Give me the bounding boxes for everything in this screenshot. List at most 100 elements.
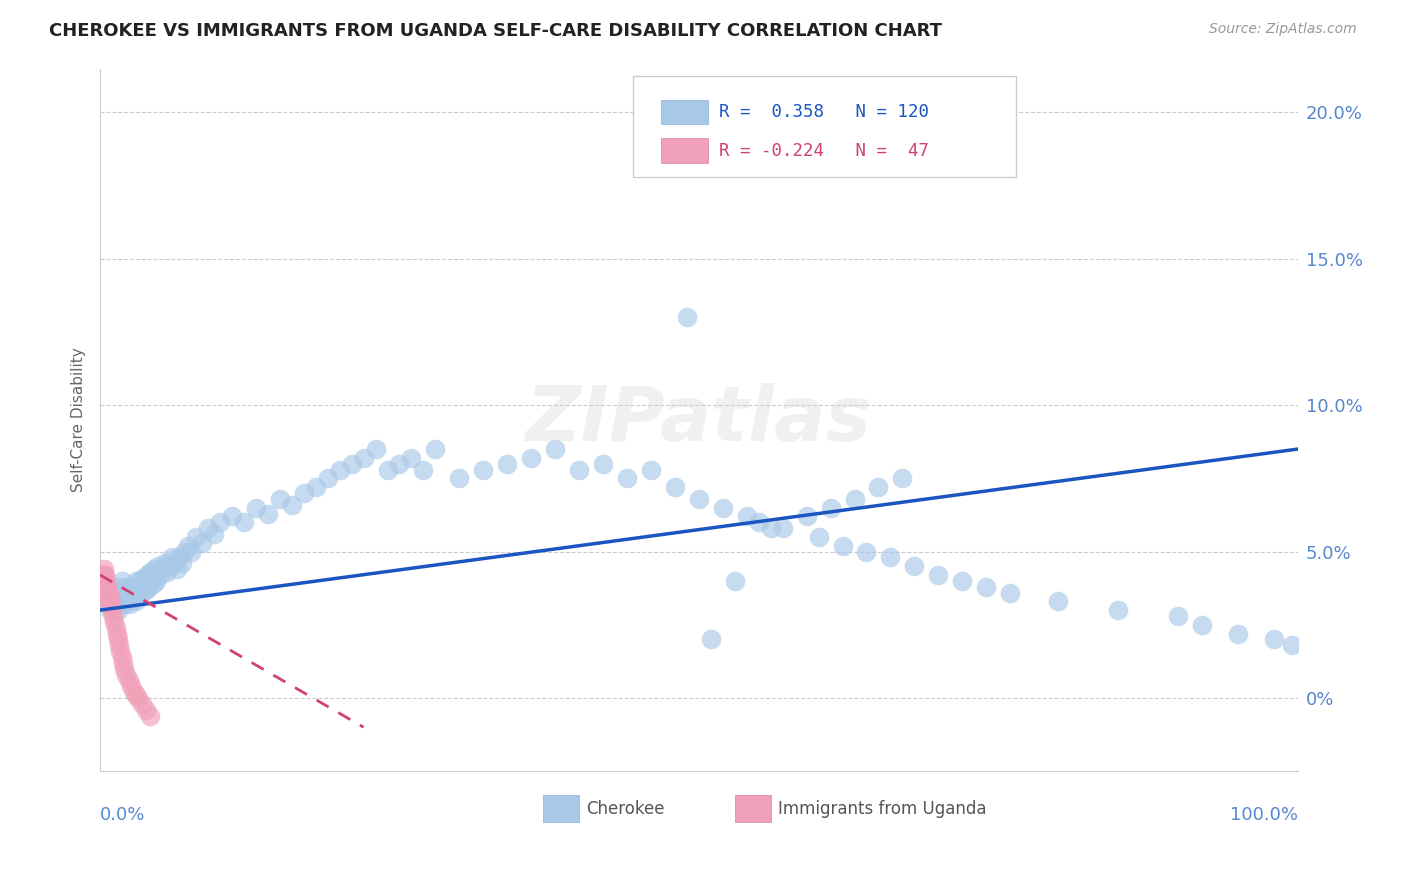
Point xyxy=(94,585,117,599)
Point xyxy=(100,597,122,611)
Point xyxy=(120,580,142,594)
Point xyxy=(143,562,166,576)
Point xyxy=(145,574,167,588)
Point xyxy=(142,576,165,591)
Point xyxy=(105,626,128,640)
Point xyxy=(125,574,148,588)
Point xyxy=(112,580,135,594)
Point xyxy=(134,576,156,591)
Point xyxy=(96,580,118,594)
Point xyxy=(176,539,198,553)
Point xyxy=(844,491,866,506)
Point xyxy=(93,562,115,576)
Point xyxy=(520,450,543,465)
Point xyxy=(117,582,139,597)
Point xyxy=(96,585,118,599)
Y-axis label: Self-Care Disability: Self-Care Disability xyxy=(72,348,86,492)
Point xyxy=(425,442,447,456)
Point xyxy=(292,486,315,500)
Point xyxy=(91,568,114,582)
Point xyxy=(903,559,925,574)
Point xyxy=(111,656,134,670)
Point xyxy=(104,621,127,635)
Point xyxy=(472,462,495,476)
Point xyxy=(1047,594,1070,608)
Point xyxy=(129,580,152,594)
FancyBboxPatch shape xyxy=(633,76,1017,178)
Point xyxy=(160,550,183,565)
Point xyxy=(208,516,231,530)
Point xyxy=(180,544,202,558)
Point xyxy=(97,591,120,606)
Point xyxy=(107,603,129,617)
Text: CHEROKEE VS IMMIGRANTS FROM UGANDA SELF-CARE DISABILITY CORRELATION CHART: CHEROKEE VS IMMIGRANTS FROM UGANDA SELF-… xyxy=(49,22,942,40)
Point xyxy=(135,568,157,582)
Point xyxy=(131,585,153,599)
Point xyxy=(202,527,225,541)
Point xyxy=(127,690,149,705)
Point xyxy=(868,480,890,494)
Point xyxy=(93,585,115,599)
Point xyxy=(329,462,352,476)
Point xyxy=(97,585,120,599)
Point xyxy=(135,703,157,717)
Point xyxy=(711,500,734,515)
Point xyxy=(364,442,387,456)
Point xyxy=(112,662,135,676)
Point xyxy=(974,580,997,594)
Text: ZIPatlas: ZIPatlas xyxy=(526,383,872,457)
Point xyxy=(138,580,160,594)
Point xyxy=(1191,617,1213,632)
Point xyxy=(146,559,169,574)
Point xyxy=(831,539,853,553)
Point xyxy=(122,580,145,594)
Point xyxy=(149,568,172,582)
Point xyxy=(128,574,150,588)
Point xyxy=(111,591,134,606)
Point xyxy=(156,565,179,579)
Point xyxy=(927,568,949,582)
Point xyxy=(998,585,1021,599)
Point xyxy=(98,603,121,617)
Point xyxy=(280,498,302,512)
Point xyxy=(90,580,112,594)
Point xyxy=(94,568,117,582)
Point xyxy=(120,585,142,599)
Point xyxy=(1281,638,1303,652)
Point xyxy=(131,697,153,711)
Point xyxy=(316,471,339,485)
Point xyxy=(141,571,163,585)
Point xyxy=(107,632,129,647)
Point xyxy=(724,574,747,588)
Point xyxy=(136,574,159,588)
Point xyxy=(496,457,519,471)
Point xyxy=(103,609,125,624)
Point xyxy=(759,521,782,535)
Point xyxy=(94,594,117,608)
Point xyxy=(748,516,770,530)
Point xyxy=(111,650,134,665)
FancyBboxPatch shape xyxy=(735,795,770,822)
Point xyxy=(950,574,973,588)
Point xyxy=(544,442,567,456)
Point xyxy=(104,580,127,594)
Point xyxy=(388,457,411,471)
Point xyxy=(108,638,131,652)
Point xyxy=(159,559,181,574)
Point xyxy=(114,589,136,603)
Text: Source: ZipAtlas.com: Source: ZipAtlas.com xyxy=(1209,22,1357,37)
Point xyxy=(124,585,146,599)
Point xyxy=(125,688,148,702)
FancyBboxPatch shape xyxy=(661,138,709,163)
FancyBboxPatch shape xyxy=(543,795,579,822)
Point xyxy=(110,597,132,611)
Point xyxy=(735,509,758,524)
Point xyxy=(90,574,112,588)
Point xyxy=(807,530,830,544)
Point xyxy=(167,550,190,565)
Point xyxy=(891,471,914,485)
Point xyxy=(820,500,842,515)
Point xyxy=(93,568,115,582)
Point xyxy=(125,594,148,608)
Point xyxy=(94,574,117,588)
